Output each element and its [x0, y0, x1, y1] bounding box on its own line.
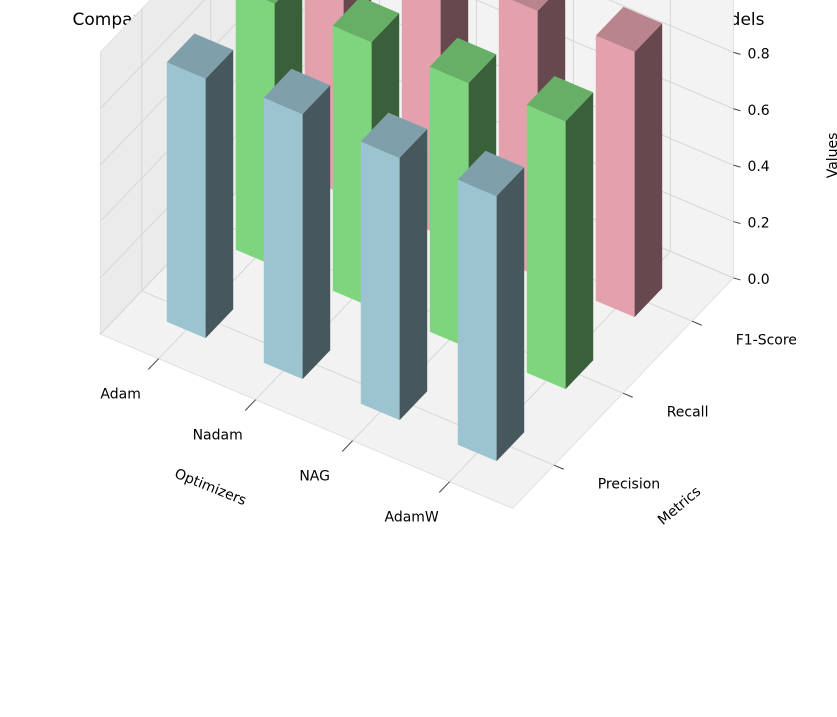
x-tick-mark — [244, 399, 256, 411]
bar-nadam-precision-top — [263, 68, 331, 114]
y-tick-label-precision: Precision — [598, 477, 660, 493]
bar-adamw-recall-top — [526, 76, 594, 122]
bar-adamw-precision-top — [457, 150, 525, 196]
z-grid-line — [608, 0, 734, 53]
bar-adam-precision-side — [205, 49, 234, 339]
x-tick-label-nag: NAG — [299, 468, 330, 484]
x-axis-label: Optimizers — [172, 466, 248, 509]
bar-nag-precision — [360, 141, 400, 421]
bar-nadam-precision — [263, 97, 303, 380]
y-tick-label-f1-score: F1-Score — [736, 333, 797, 349]
z-tick-label: 0.6 — [747, 103, 769, 119]
x-tick-label-adam: Adam — [100, 386, 140, 402]
z-axis-label: Values — [825, 133, 837, 179]
bar-adamw-precision-side — [496, 167, 525, 462]
z-tick-label: 0.2 — [747, 216, 769, 232]
y-tick-mark — [553, 464, 564, 470]
bar-nadam-recall-top — [332, 0, 400, 42]
z-tick-mark — [733, 221, 741, 225]
z-tick-mark — [733, 164, 741, 168]
x-tick-label-adamw: AdamW — [385, 509, 439, 525]
bar-adam-precision — [166, 62, 206, 339]
bar-nag-precision-top — [360, 112, 428, 158]
z-tick-label: 0.8 — [747, 46, 769, 62]
bar-nag-recall-top — [429, 37, 497, 83]
y-tick-mark — [691, 320, 702, 326]
z-tick-mark — [733, 277, 741, 281]
z-tick-label: 0.4 — [747, 159, 769, 175]
bar-adam-recall-top — [265, 0, 279, 4]
x-tick-mark — [341, 440, 353, 452]
bar-nadam-precision-side — [302, 85, 331, 380]
x-tick-label-nadam: Nadam — [193, 427, 243, 443]
bar-nag-f1-score-top — [511, 0, 549, 11]
bar-adamw-precision — [457, 179, 497, 462]
y-tick-label-recall: Recall — [667, 405, 709, 421]
bar-adam-precision-top — [166, 33, 234, 79]
z-tick-mark — [733, 51, 741, 55]
bar-adamw-f1-score-side — [634, 23, 663, 318]
x-tick-mark — [147, 358, 159, 370]
y-tick-mark — [622, 392, 633, 398]
y-axis-label: Metrics — [655, 484, 704, 529]
z-grid-line — [100, 0, 206, 109]
z-tick-mark — [733, 108, 741, 112]
z-tick-label: 0.0 — [747, 272, 769, 288]
bar-adamw-recall — [526, 104, 566, 390]
bar-adamw-f1-score — [595, 35, 635, 318]
bar-nag-precision-side — [399, 129, 428, 421]
x-tick-mark — [438, 481, 450, 493]
bar-adamw-recall-side — [565, 92, 594, 390]
bar-adamw-f1-score-top — [595, 6, 663, 53]
